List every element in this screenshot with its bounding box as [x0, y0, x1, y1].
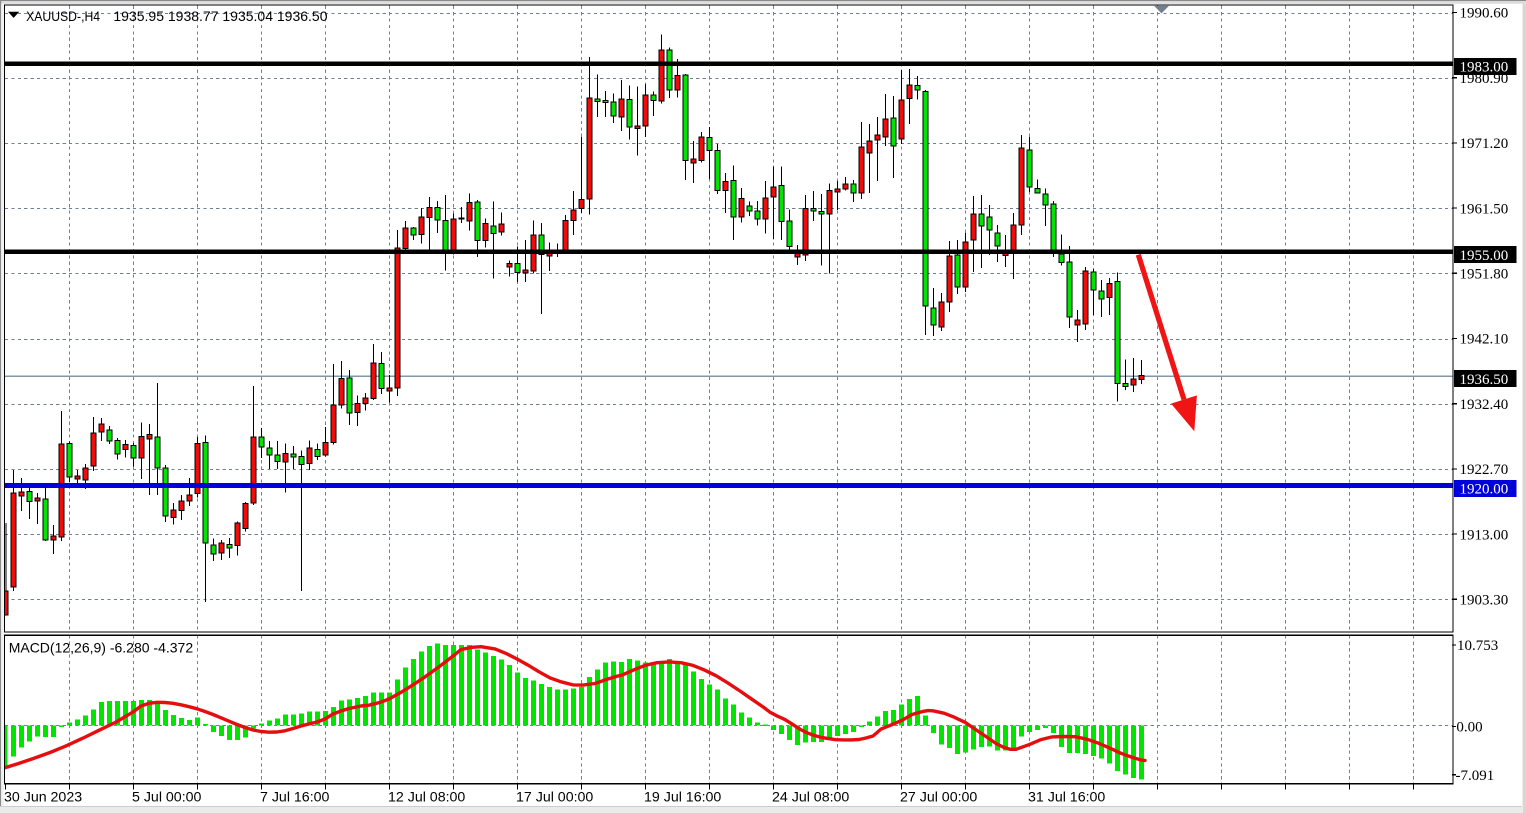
svg-text:1913.00: 1913.00	[1460, 527, 1509, 543]
svg-text:10.753: 10.753	[1457, 638, 1498, 654]
svg-text:1971.20: 1971.20	[1460, 136, 1509, 152]
svg-text:1942.10: 1942.10	[1460, 332, 1509, 348]
svg-text:-7.091: -7.091	[1456, 768, 1495, 784]
svg-text:30 Jun 2023: 30 Jun 2023	[4, 790, 82, 806]
svg-text:1935.95 1938.77 1935.04 1936.5: 1935.95 1938.77 1935.04 1936.50	[113, 8, 327, 24]
svg-text:1955.00: 1955.00	[1460, 248, 1509, 264]
svg-text:1990.60: 1990.60	[1460, 6, 1509, 22]
svg-text:17 Jul 00:00: 17 Jul 00:00	[516, 790, 593, 806]
svg-text:MACD(12,26,9) -6.280 -4.372: MACD(12,26,9) -6.280 -4.372	[9, 640, 194, 656]
svg-text:1920.00: 1920.00	[1460, 482, 1509, 498]
svg-text:12 Jul 08:00: 12 Jul 08:00	[388, 790, 465, 806]
svg-text:5 Jul 00:00: 5 Jul 00:00	[132, 790, 202, 806]
svg-text:27 Jul 00:00: 27 Jul 00:00	[900, 790, 977, 806]
svg-text:19 Jul 16:00: 19 Jul 16:00	[644, 790, 721, 806]
svg-text:7 Jul 16:00: 7 Jul 16:00	[260, 790, 330, 806]
svg-text:1922.70: 1922.70	[1460, 462, 1509, 478]
svg-text:0.00: 0.00	[1456, 720, 1482, 736]
svg-text:24 Jul 08:00: 24 Jul 08:00	[772, 790, 849, 806]
svg-text:1936.50: 1936.50	[1460, 372, 1509, 388]
svg-text:1961.50: 1961.50	[1460, 201, 1509, 217]
svg-text:XAUUSD-,H4: XAUUSD-,H4	[26, 8, 100, 24]
svg-text:31 Jul 16:00: 31 Jul 16:00	[1028, 790, 1105, 806]
svg-text:1951.80: 1951.80	[1460, 267, 1509, 283]
svg-text:1903.30: 1903.30	[1460, 593, 1509, 609]
svg-text:1983.00: 1983.00	[1460, 60, 1509, 76]
svg-text:1932.40: 1932.40	[1460, 397, 1509, 413]
